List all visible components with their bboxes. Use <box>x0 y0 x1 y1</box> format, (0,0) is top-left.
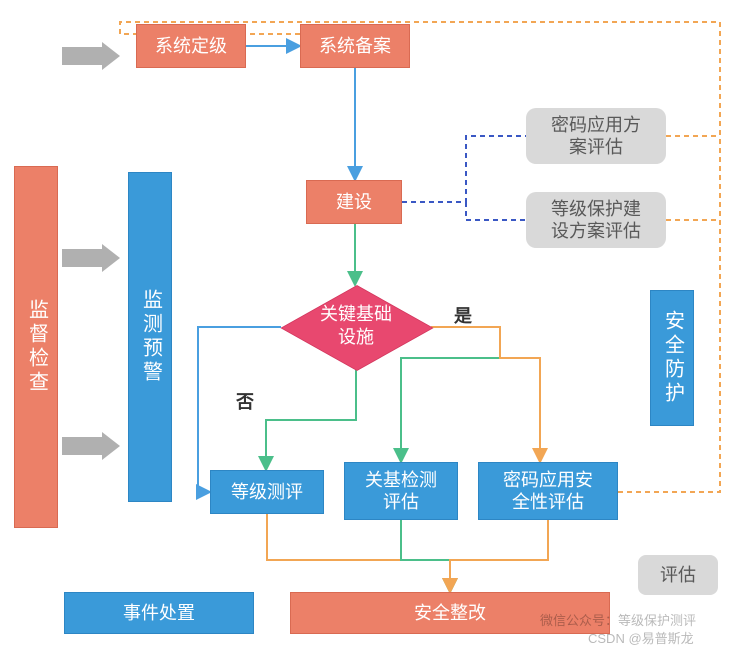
gray-arrow-2 <box>62 437 102 455</box>
node-level_plan: 等级保护建设方案评估 <box>526 192 666 248</box>
decision-node <box>281 285 434 371</box>
node-build-label: 建设 <box>336 191 372 214</box>
node-pwd_plan: 密码应用方案评估 <box>526 108 666 164</box>
edge-8 <box>401 520 450 592</box>
no_label: 否 <box>236 388 254 414</box>
node-pwd_plan-label: 密码应用方案评估 <box>551 114 641 159</box>
node-supervise-label: 监督检查 <box>24 299 49 395</box>
node-sys_record: 系统备案 <box>300 24 410 68</box>
edge-10 <box>402 136 526 202</box>
node-remediate: 安全整改 <box>290 592 610 634</box>
node-eval_gray-label: 评估 <box>660 564 696 587</box>
node-sys_level: 系统定级 <box>136 24 246 68</box>
node-build: 建设 <box>306 180 402 224</box>
node-monitor-label: 监测预警 <box>138 289 163 385</box>
gray-arrow-0 <box>62 47 102 65</box>
node-eval_gray: 评估 <box>638 555 718 595</box>
node-protect-label: 安全防护 <box>660 310 685 406</box>
edge-6 <box>431 327 540 462</box>
gray-arrow-2-head <box>102 432 120 460</box>
edge-12 <box>120 22 720 492</box>
gray-arrow-1-head <box>102 244 120 272</box>
node-sys_record-label: 系统备案 <box>319 35 391 58</box>
node-pwd_eval: 密码应用安全性评估 <box>478 462 618 520</box>
node-level_eval-label: 等级测评 <box>231 481 303 504</box>
edge-9 <box>450 520 548 592</box>
node-level_plan-label: 等级保护建设方案评估 <box>551 198 641 243</box>
node-pwd_eval-label: 密码应用安全性评估 <box>503 469 593 514</box>
node-incident: 事件处置 <box>64 592 254 634</box>
edge-11 <box>466 202 526 220</box>
node-incident-label: 事件处置 <box>123 602 195 625</box>
node-kb_eval: 关基检测评估 <box>344 462 458 520</box>
node-remediate-label: 安全整改 <box>414 602 486 625</box>
node-sys_level-label: 系统定级 <box>155 35 227 58</box>
node-protect: 安全防护 <box>650 290 694 426</box>
yes_label: 是 <box>454 302 472 328</box>
node-monitor: 监测预警 <box>128 172 172 502</box>
node-supervise: 监督检查 <box>14 166 58 528</box>
edge-5 <box>401 327 500 462</box>
node-kb_eval-label: 关基检测评估 <box>365 469 437 514</box>
edge-7 <box>267 514 450 592</box>
edge-4 <box>266 369 356 470</box>
gray-arrow-1 <box>62 249 102 267</box>
node-level_eval: 等级测评 <box>210 470 324 514</box>
gray-arrow-0-head <box>102 42 120 70</box>
